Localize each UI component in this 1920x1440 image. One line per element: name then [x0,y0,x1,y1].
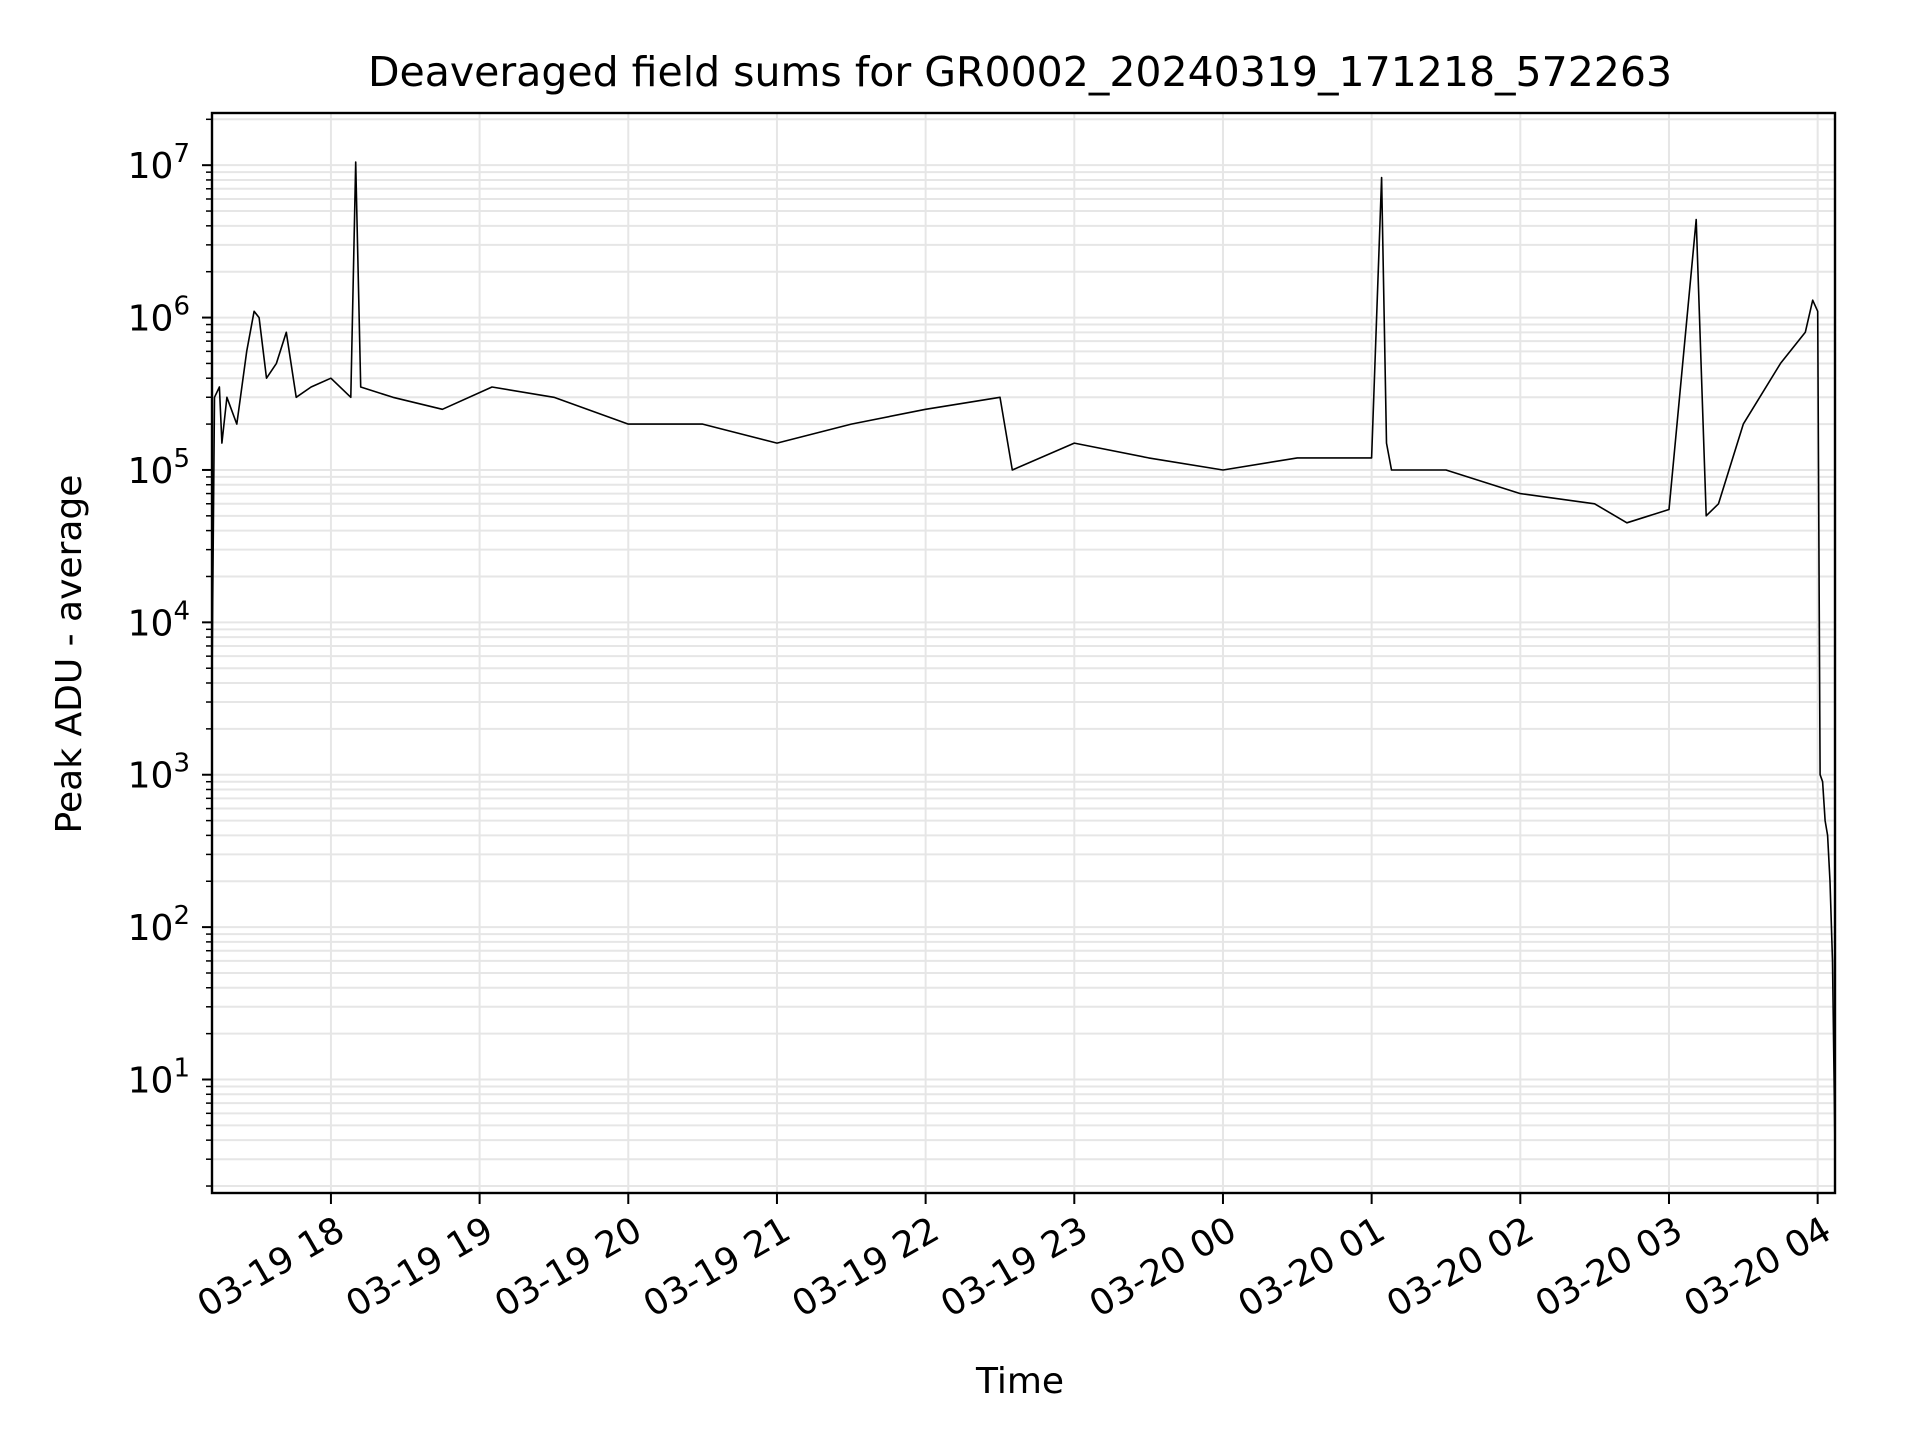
series-line [211,161,1836,1150]
chart-title: Deaveraged field sums for GR0002_2024031… [368,48,1672,96]
y-tick-exponent: 3 [173,749,190,779]
y-tick-exponent: 2 [173,901,190,931]
y-tick-exponent: 7 [173,139,190,169]
y-tick-label: 106 [128,292,190,340]
y-tick-base: 10 [128,451,174,492]
x-axis-label: Time [975,1361,1064,1402]
y-tick-base: 10 [128,146,174,187]
y-tick-label: 105 [128,444,190,492]
y-tick-base: 10 [128,756,174,797]
y-tick-exponent: 4 [173,596,190,626]
y-tick-exponent: 6 [173,292,190,322]
y-tick-label: 102 [128,901,190,949]
data-line-layer [211,161,1836,1150]
y-tick-exponent: 5 [173,444,190,474]
plot-frame [210,111,1837,1195]
grid-lines [212,113,1835,1193]
y-tick-exponent: 1 [173,1054,190,1084]
y-tick-label: 103 [128,749,190,797]
y-tick-label: 101 [128,1054,190,1102]
y-tick-label: 104 [128,596,190,644]
y-tick-base: 10 [128,603,174,644]
y-tick-base: 10 [128,1061,174,1102]
y-tick-base: 10 [128,299,174,340]
y-tick-label: 107 [128,139,190,187]
y-axis-label: Peak ADU - average [49,475,90,834]
y-tick-base: 10 [128,908,174,949]
